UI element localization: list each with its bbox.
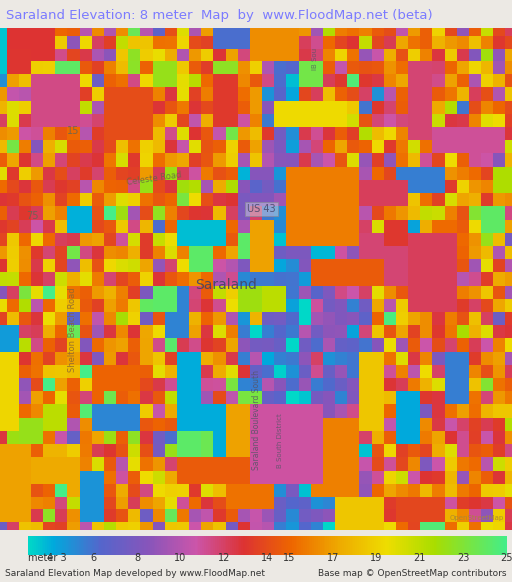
Text: Saraland Elevation: 8 meter  Map  by  www.FloodMap.net (beta): Saraland Elevation: 8 meter Map by www.F… [6,9,433,22]
Text: 19: 19 [370,553,382,563]
Text: IB Sou: IB Sou [312,48,318,70]
Text: 12: 12 [218,553,230,563]
Text: 21: 21 [414,553,426,563]
Text: US 43: US 43 [247,204,276,214]
Text: 15: 15 [67,126,79,136]
Text: 6: 6 [91,553,96,563]
Text: B South District: B South District [276,413,283,467]
Text: 25: 25 [501,553,512,563]
Text: 4: 4 [47,553,53,563]
Text: Shelton Beach Road: Shelton Beach Road [68,288,77,372]
Text: 17: 17 [327,553,339,563]
Text: 23: 23 [457,553,470,563]
Text: Base map © OpenStreetMap contributors: Base map © OpenStreetMap contributors [318,569,507,578]
Text: 10: 10 [175,553,186,563]
Text: 75: 75 [26,211,38,221]
Text: Saraland Boulevard South: Saraland Boulevard South [252,370,261,470]
Text: Celeste Road: Celeste Road [126,171,182,187]
Text: 14: 14 [262,553,273,563]
Text: Saraland Elevation Map developed by www.FloodMap.net: Saraland Elevation Map developed by www.… [5,569,265,578]
Text: 15: 15 [283,553,295,563]
Text: OpenStreetMap: OpenStreetMap [450,515,504,521]
Text: Saraland: Saraland [195,278,257,292]
Text: 8: 8 [134,553,140,563]
Text: meter 3: meter 3 [28,553,67,563]
